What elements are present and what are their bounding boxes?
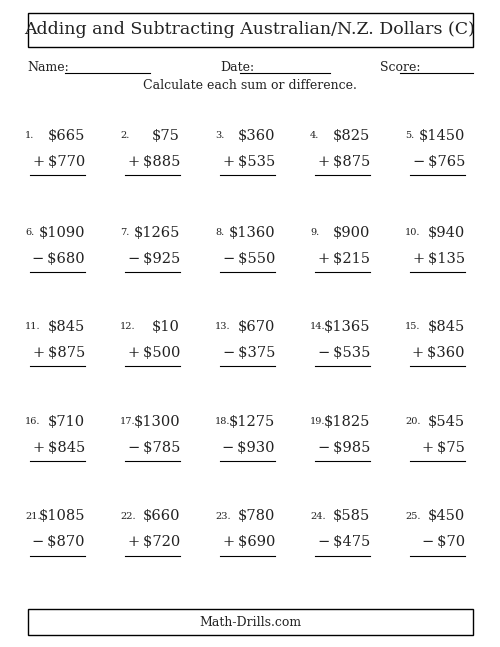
Text: − $930: − $930 (222, 441, 275, 455)
Text: + $500: + $500 (128, 345, 180, 360)
Text: $900: $900 (332, 226, 370, 240)
Text: + $845: + $845 (33, 441, 85, 455)
Text: 23.: 23. (215, 512, 230, 521)
Text: $1275: $1275 (229, 415, 275, 429)
FancyBboxPatch shape (28, 13, 472, 47)
Text: 1.: 1. (25, 131, 34, 140)
Text: 22.: 22. (120, 512, 136, 521)
Text: + $875: + $875 (318, 155, 370, 169)
Text: $360: $360 (238, 129, 275, 143)
Text: Calculate each sum or difference.: Calculate each sum or difference. (143, 79, 357, 92)
Text: 18.: 18. (215, 417, 230, 426)
Text: 11.: 11. (25, 322, 40, 331)
Text: + $535: + $535 (223, 155, 275, 169)
Text: Score:: Score: (380, 61, 420, 74)
Text: − $375: − $375 (222, 345, 275, 360)
FancyBboxPatch shape (28, 609, 472, 635)
Text: + $720: + $720 (128, 535, 180, 549)
Text: 12.: 12. (120, 322, 136, 331)
Text: $940: $940 (428, 226, 465, 240)
Text: $75: $75 (152, 129, 180, 143)
Text: + $770: + $770 (33, 155, 85, 169)
Text: Name:: Name: (28, 61, 69, 74)
Text: 6.: 6. (25, 228, 34, 237)
Text: 7.: 7. (120, 228, 130, 237)
Text: 17.: 17. (120, 417, 136, 426)
Text: + $75: + $75 (422, 441, 465, 455)
Text: $665: $665 (48, 129, 85, 143)
Text: Date:: Date: (220, 61, 254, 74)
Text: $1360: $1360 (228, 226, 275, 240)
Text: $1450: $1450 (418, 129, 465, 143)
Text: $780: $780 (238, 509, 275, 523)
Text: $1085: $1085 (38, 509, 85, 523)
Text: − $535: − $535 (318, 345, 370, 360)
Text: $450: $450 (428, 509, 465, 523)
Text: 14.: 14. (310, 322, 326, 331)
Text: Math-Drills.com: Math-Drills.com (199, 616, 301, 629)
Text: $845: $845 (428, 320, 465, 334)
Text: $1265: $1265 (134, 226, 180, 240)
Text: $1365: $1365 (324, 320, 370, 334)
Text: + $360: + $360 (412, 345, 465, 360)
Text: 10.: 10. (405, 228, 420, 237)
Text: + $690: + $690 (222, 535, 275, 549)
Text: $710: $710 (48, 415, 85, 429)
Text: − $550: − $550 (222, 252, 275, 266)
Text: Adding and Subtracting Australian/N.Z. Dollars (C): Adding and Subtracting Australian/N.Z. D… (24, 21, 475, 38)
Text: 15.: 15. (405, 322, 420, 331)
Text: + $215: + $215 (318, 252, 370, 266)
Text: 25.: 25. (405, 512, 420, 521)
Text: − $475: − $475 (318, 535, 370, 549)
Text: − $985: − $985 (318, 441, 370, 455)
Text: 20.: 20. (405, 417, 420, 426)
Text: 9.: 9. (310, 228, 320, 237)
Text: $10: $10 (152, 320, 180, 334)
Text: 8.: 8. (215, 228, 224, 237)
Text: $1090: $1090 (38, 226, 85, 240)
Text: − $680: − $680 (32, 252, 85, 266)
Text: − $70: − $70 (422, 535, 465, 549)
Text: 2.: 2. (120, 131, 130, 140)
Text: + $135: + $135 (413, 252, 465, 266)
Text: − $870: − $870 (32, 535, 85, 549)
Text: 3.: 3. (215, 131, 224, 140)
Text: $1825: $1825 (324, 415, 370, 429)
Text: $585: $585 (333, 509, 370, 523)
Text: $825: $825 (333, 129, 370, 143)
Text: 21.: 21. (25, 512, 40, 521)
Text: − $765: − $765 (412, 155, 465, 169)
Text: + $885: + $885 (128, 155, 180, 169)
Text: 24.: 24. (310, 512, 326, 521)
Text: + $875: + $875 (33, 345, 85, 360)
Text: 4.: 4. (310, 131, 320, 140)
Text: $1300: $1300 (134, 415, 180, 429)
Text: 19.: 19. (310, 417, 326, 426)
Text: $670: $670 (238, 320, 275, 334)
Text: $660: $660 (142, 509, 180, 523)
Text: $845: $845 (48, 320, 85, 334)
Text: 5.: 5. (405, 131, 414, 140)
Text: 16.: 16. (25, 417, 40, 426)
Text: − $785: − $785 (128, 441, 180, 455)
Text: $545: $545 (428, 415, 465, 429)
Text: 13.: 13. (215, 322, 230, 331)
Text: − $925: − $925 (128, 252, 180, 266)
